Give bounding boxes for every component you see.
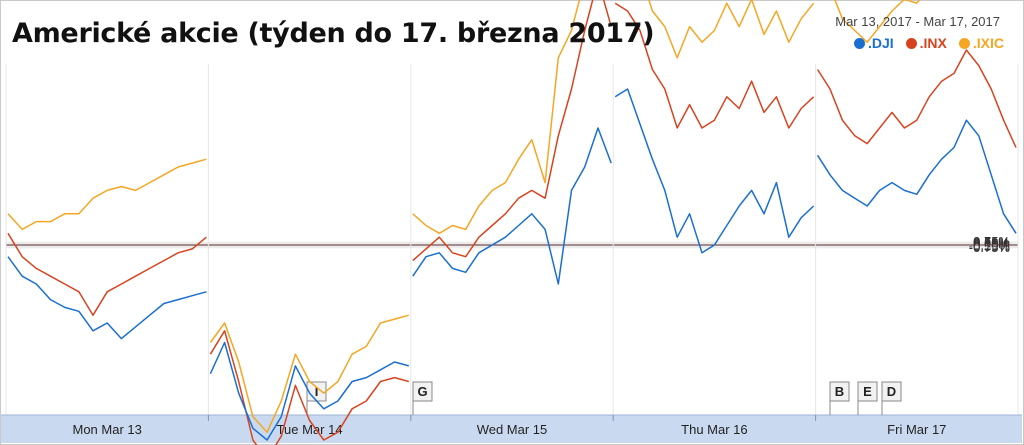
x-tick-label: Tue Mar 14: [277, 422, 343, 437]
chart-title: Americké akcie (týden do 17. března 2017…: [12, 18, 655, 49]
series-line-dji: [412, 127, 612, 285]
series-line-inx: [816, 49, 1017, 148]
news-flag-letter: E: [863, 384, 872, 399]
legend-label-dji: .DJI: [867, 35, 894, 51]
date-range: Mar 13, 2017 - Mar 17, 2017: [835, 14, 1000, 29]
series-line-ixic: [7, 158, 207, 231]
x-axis-strip: [1, 415, 1022, 443]
news-flag-box: [857, 381, 878, 402]
news-flag-letter: I: [315, 384, 319, 399]
news-flag-letter: B: [835, 384, 844, 399]
x-tick-label: Fri Mar 17: [887, 422, 946, 437]
series-line-inx: [7, 232, 207, 316]
x-tick-label: Mon Mar 13: [73, 422, 142, 437]
news-flag-box: [881, 381, 902, 402]
ixic-marker-icon: [958, 37, 970, 49]
legend-label-ixic: .IXIC: [972, 35, 1004, 51]
series-line-dji: [209, 341, 409, 441]
series-line-ixic: [412, 0, 581, 235]
legend-item-ixic[interactable]: .IXIC: [958, 35, 1004, 51]
legend: .DJI .INX .IXIC: [853, 35, 1004, 51]
series-line-ixic: [834, 0, 921, 43]
news-flag-box: [829, 381, 850, 402]
series-line-dji: [816, 119, 1017, 234]
series-line-inx: [412, 0, 612, 262]
news-flag-letter: G: [417, 384, 427, 399]
dji-marker-icon: [853, 37, 865, 49]
series-line-inx: [614, 2, 815, 129]
y-tick-label: -0.50%: [969, 239, 1011, 254]
y-tick-label: -0.75%: [969, 240, 1011, 255]
x-tick-label: Thu Mar 16: [681, 422, 747, 437]
legend-label-inx: .INX: [919, 35, 947, 51]
legend-item-inx[interactable]: .INX: [905, 35, 947, 51]
series-line-ixic: [209, 314, 409, 433]
series-line-dji: [614, 88, 815, 254]
news-flag-box: [412, 381, 433, 402]
series-line-dji: [7, 256, 207, 340]
series-line-inx: [209, 330, 409, 445]
series-line-ixic: [648, 0, 815, 59]
news-flag-letter: D: [887, 384, 896, 399]
x-tick-label: Wed Mar 15: [477, 422, 548, 437]
legend-item-dji[interactable]: .DJI: [853, 35, 894, 51]
inx-marker-icon: [905, 37, 917, 49]
